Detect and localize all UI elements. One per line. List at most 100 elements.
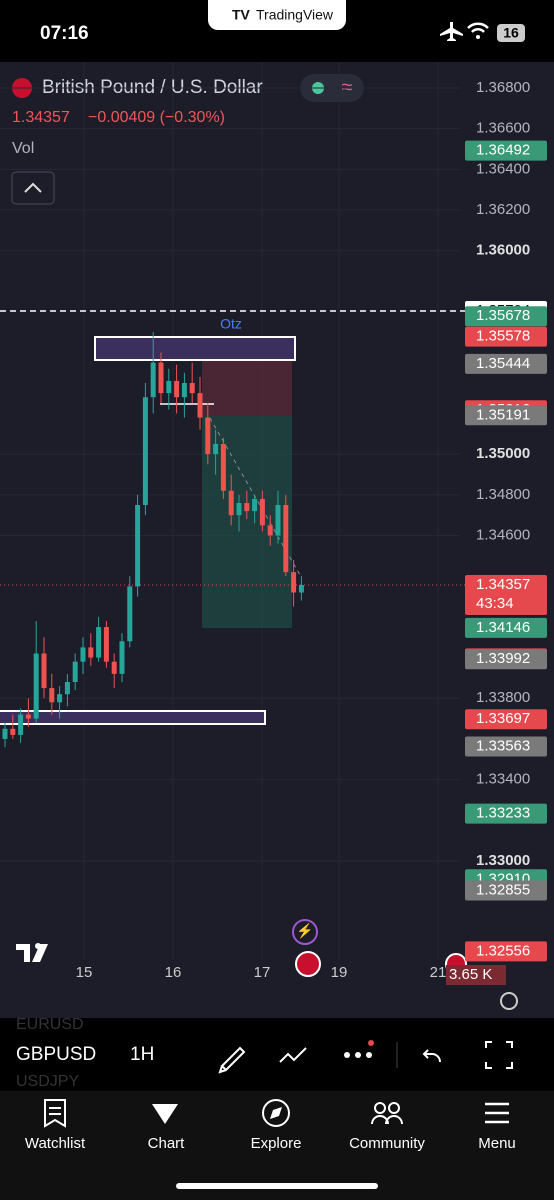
supply-zone [94,336,296,361]
behind-symbol: EURUSD [16,1016,84,1033]
candle-body [267,525,273,536]
candle-body [205,417,211,455]
explore-icon[interactable] [262,1099,290,1127]
price-badge-label: 1.34146 [476,619,530,636]
candle-body [220,443,226,491]
candle-body [197,393,203,418]
price-tick-label: 1.36200 [476,201,530,218]
candle-body [41,653,47,689]
draw-tool-icon[interactable] [218,1046,246,1074]
candle-body [259,498,265,526]
event-icon [292,919,318,945]
battery-level: 16 [503,25,519,41]
candle-body [18,714,24,735]
price-badge-label: 1.35578 [476,328,530,345]
nav-label[interactable]: Explore [251,1135,302,1152]
tv-logo [16,943,48,962]
realtime-icon: ≈ [342,76,353,98]
candle-body [181,382,187,398]
grid [83,62,439,960]
price-badge [465,140,547,161]
fullscreen-icon[interactable] [485,1041,513,1069]
nav-label[interactable]: Watchlist [25,1135,86,1152]
battery [497,24,525,42]
price-tick-label: 1.34800 [476,486,530,503]
settings-icon[interactable] [500,992,518,1010]
airplane-icon [440,22,463,41]
price-badge [465,353,547,374]
app-badge-logo: TV [232,7,251,23]
candle-body [244,502,250,512]
indicator-label: Vol [12,140,34,157]
logo-shape [16,944,48,962]
candle-body [189,382,195,394]
price-badge-label: 1.32855 [476,881,530,898]
price-tick-label: 1.34600 [476,526,530,543]
price-change: −0.00409 (−0.30%) [88,109,225,126]
demand-zone [0,710,266,725]
price-tick-label: 1.33800 [476,689,530,706]
price-badge-label: 1.34357 [476,576,530,593]
price-tick-label: 1.36600 [476,120,530,137]
candle-body [127,586,133,642]
price-badge-label: 1.32556 [476,942,530,959]
candle-body [291,572,297,593]
countdown: 43:34 [476,595,514,612]
watchlist-icon[interactable] [44,1099,66,1128]
more-icon[interactable] [344,1040,374,1058]
candle-body [57,694,63,703]
app-badge-text: TradingView [256,7,334,23]
time-tick-label: 15 [76,964,93,981]
wifi-dot [476,35,480,39]
toolbar-interval[interactable]: 1H [130,1044,154,1065]
candle-body [252,498,258,512]
candle-body [119,641,125,674]
price-badge [465,649,547,670]
candle-body [228,490,234,516]
candle-body [166,380,172,394]
price-badge [465,326,547,347]
toolbar-symbol[interactable]: GBPUSD [16,1044,96,1065]
candle-body [103,627,109,662]
event-bolt: ⚡ [296,923,313,940]
price-badge [465,574,547,615]
price-badge [465,709,547,730]
undo-icon[interactable] [422,1049,441,1063]
volume-badge [446,965,506,985]
time-tick-label: 16 [165,964,182,981]
last-price: 1.34357 [12,109,70,126]
candle-body [64,681,70,695]
candle-body [275,505,281,536]
candle-body [150,362,156,398]
logo-dot [35,943,41,949]
price-tick-label: 1.36400 [476,160,530,177]
home-indicator [176,1183,378,1189]
price-tick-label: 1.36000 [476,242,530,259]
collapse-button[interactable] [11,171,55,205]
menu-icon[interactable] [485,1102,509,1124]
app-badge [208,0,346,30]
community-icon[interactable] [371,1102,403,1125]
candle-body [25,714,31,719]
candle-body [236,502,242,516]
wifi-icon [467,22,489,33]
nav-label[interactable]: Menu [478,1135,516,1152]
candle-body [88,647,94,658]
chart-icon[interactable] [152,1104,178,1124]
nav-label[interactable]: Community [349,1135,425,1152]
volume-badge-label: 3.65 K [449,966,492,983]
explore-needle [270,1107,282,1119]
time-tick-label: 21 [430,964,447,981]
candle-body [174,380,180,398]
price-badge-label: 1.33233 [476,805,530,822]
candle-body [72,661,78,682]
trend-tool-icon[interactable] [279,1047,307,1063]
price-badge [465,617,547,638]
price-badge [465,803,547,824]
price-badge [465,736,547,757]
price-tick-label: 1.33000 [476,852,530,869]
candle-body [33,653,39,719]
time-tick-label: 19 [331,964,348,981]
nav-label[interactable]: Chart [148,1135,186,1152]
